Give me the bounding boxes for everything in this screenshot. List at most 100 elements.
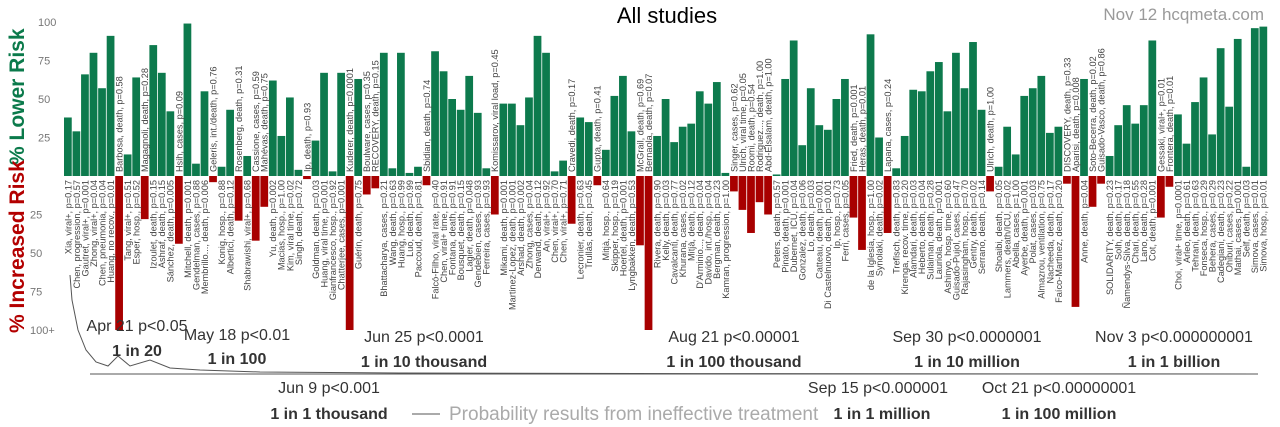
study-bar xyxy=(550,171,559,176)
study-label: Serrano, death, p=0.14 xyxy=(977,180,987,274)
study-bar xyxy=(132,77,141,176)
study-bar xyxy=(789,40,798,177)
study-bar xyxy=(226,109,234,176)
study-bar xyxy=(738,176,747,210)
study-bar xyxy=(277,135,286,176)
study-label: Rosenberg, death, p=0.31 xyxy=(234,65,244,172)
annotation-date: Sep 15 p<0.000001 xyxy=(808,380,948,397)
study-bar xyxy=(610,95,619,176)
y-tick-negative: 100+ xyxy=(30,325,55,337)
study-label: Rodriguez..., death, p=1.00 xyxy=(755,61,765,172)
study-label: Chari, death, p=0.55 xyxy=(1131,180,1141,264)
study-bar xyxy=(490,176,499,215)
study-bar xyxy=(772,174,781,176)
study-bar xyxy=(1139,105,1148,176)
study-label: Hsih, cases, p=0.09 xyxy=(174,91,184,172)
study-label: Komissarov, viral load, p=0.45 xyxy=(490,49,500,172)
study-label: Gautret, viral+, p=0.001 xyxy=(80,180,90,277)
study-label: Xia, viral+, p=0.17 xyxy=(63,180,73,254)
study-bar xyxy=(1199,77,1208,176)
study-bar xyxy=(1037,75,1046,176)
study-bar xyxy=(379,52,388,176)
study-bar xyxy=(499,103,508,176)
study-bar xyxy=(832,99,841,176)
study-bar xyxy=(815,125,824,176)
study-label: Cavalcanti, death, p=0.77 xyxy=(670,180,680,284)
study-bar xyxy=(473,112,482,176)
study-bar xyxy=(934,62,943,176)
y-tick-positive: 75 xyxy=(38,56,50,68)
study-bar xyxy=(1148,40,1157,177)
study-bar xyxy=(670,142,679,176)
study-label: Sulaiman, death, p=0.28 xyxy=(926,180,936,280)
study-label: Guisado-Pujol, cases, p=0.47 xyxy=(951,180,961,300)
study-bar xyxy=(994,166,1003,176)
study-label: Dubernet, ICU, p=0.04 xyxy=(789,180,799,272)
study-bar xyxy=(286,97,294,176)
study-label: McGrail, death, p=0.69 xyxy=(635,79,645,172)
study-label: Polat, cases, p=0.03 xyxy=(1028,180,1038,264)
study-bar xyxy=(1011,154,1020,176)
study-bar xyxy=(1080,78,1088,176)
study-bar xyxy=(1105,155,1114,176)
study-label: Aparisi, death, p=0.008 xyxy=(1071,77,1081,172)
annotation-probability: 1 in 20 xyxy=(112,343,162,360)
study-bar xyxy=(823,129,832,176)
study-label: Alamdari, death, p=0.03 xyxy=(909,180,919,278)
study-bar xyxy=(456,109,465,176)
study-label: Ulrich, death, p=1.00 xyxy=(986,87,996,172)
study-bar xyxy=(414,166,422,176)
study-bar xyxy=(465,75,474,176)
study-label: Abella, cases, p=1.00 xyxy=(1011,180,1021,268)
study-bar xyxy=(1063,176,1071,184)
study-bar xyxy=(900,135,909,176)
study-label: Mitjà, hosp., p=0.64 xyxy=(601,180,611,260)
study-label: Trullàs, death, p=0.45 xyxy=(584,180,594,269)
study-bar xyxy=(601,149,610,176)
study-label: Lo, death, p=0.03 xyxy=(806,180,816,252)
y-tick-positive: 100 xyxy=(38,17,56,29)
study-bar xyxy=(192,163,200,176)
study-label: An, viral+, p=0.92 xyxy=(542,180,552,252)
study-label: Kelly, death, p=0.03 xyxy=(661,180,671,261)
study-label: Chen, pneumonia, p=0.04 xyxy=(97,180,107,286)
study-bar xyxy=(303,176,311,180)
study-bar xyxy=(516,125,525,176)
study-label: Davido, int./hosp., p=0.04 xyxy=(704,180,714,284)
study-label: Singer, cases, p=0.62 xyxy=(729,83,739,172)
study-bar xyxy=(354,78,363,176)
study-bar xyxy=(755,176,764,203)
study-label: Behera, cases, p=0.29 xyxy=(1208,180,1218,272)
annotation-date: Aug 21 p<0.00001 xyxy=(668,329,799,346)
y-tick-negative: 50 xyxy=(30,248,42,260)
study-bar xyxy=(721,172,730,176)
annotation-date: Nov 3 p<0.000000001 xyxy=(1095,329,1253,346)
study-bar xyxy=(431,51,439,177)
study-bar xyxy=(969,42,977,176)
study-bar xyxy=(1250,28,1259,176)
study-label: Heberto, death, p=0.04 xyxy=(917,180,927,274)
study-label: Chen, viral+, p=0.71 xyxy=(559,180,569,263)
study-label: Arshad, death, p=0.002 xyxy=(516,180,526,276)
study-bar xyxy=(1182,143,1191,176)
study-label: Zhong, cases, p=0.04 xyxy=(524,180,534,269)
study-bar xyxy=(986,176,994,192)
study-label: Huang, viral time, p=0.001 xyxy=(319,180,329,288)
study-label: Arleo, death, p=0.61 xyxy=(1182,180,1192,263)
study-label: Mitchell, death, p=0.001 xyxy=(183,180,193,278)
study-bar xyxy=(943,111,952,176)
study-bar xyxy=(209,176,217,183)
study-bar xyxy=(695,91,704,176)
probability-curve xyxy=(69,274,1259,375)
study-bar xyxy=(98,88,106,176)
study-label: Shoaibi, death, p=0.05 xyxy=(994,180,1004,272)
study-label: Hoertel, death, p=0.001 xyxy=(618,180,628,276)
study-label: Albertici, death, p=0.12 xyxy=(226,180,236,274)
study-label: Lapana, cases, p=0.24 xyxy=(883,79,893,172)
study-label: Kuderer, death, p=0.0001 xyxy=(345,68,355,172)
study-label: Paccoud, death, p=0.81 xyxy=(413,180,423,277)
study-bar xyxy=(849,176,858,218)
study-label: Lauriola, death, p=0.001 xyxy=(934,180,944,279)
study-bar xyxy=(508,103,516,176)
study-bar xyxy=(371,176,380,189)
